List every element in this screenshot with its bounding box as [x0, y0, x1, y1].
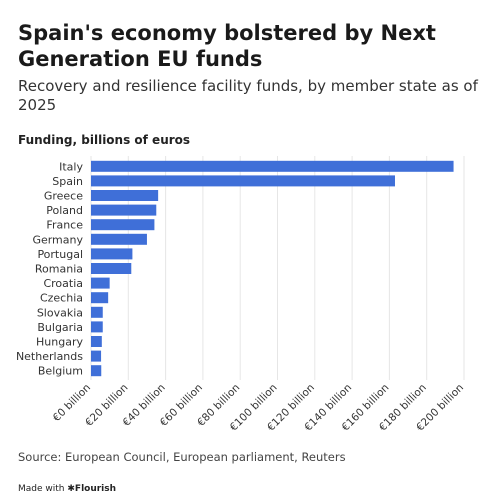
category-label: Netherlands: [16, 350, 83, 363]
category-label: Spain: [52, 175, 83, 188]
bar-belgium[interactable]: [91, 365, 102, 377]
category-label: Bulgaria: [37, 321, 83, 334]
category-label: Romania: [35, 263, 83, 276]
source-note: Source: European Council, European parli…: [18, 450, 346, 464]
bar-portugal[interactable]: [91, 248, 133, 260]
bar-germany[interactable]: [91, 233, 147, 245]
bar-poland[interactable]: [91, 204, 157, 216]
flourish-logo-icon: ✱: [67, 484, 75, 494]
bar-spain[interactable]: [91, 175, 395, 187]
category-label: Czechia: [40, 292, 83, 305]
bar-france[interactable]: [91, 219, 155, 231]
category-label: Italy: [59, 160, 83, 173]
bar-romania[interactable]: [91, 263, 132, 274]
category-label: Poland: [46, 204, 83, 217]
category-label: Greece: [44, 190, 83, 203]
bar-hungary[interactable]: [91, 336, 102, 347]
bar-netherlands[interactable]: [91, 350, 102, 362]
chart-title: Spain's economy bolstered by Next Genera…: [18, 21, 436, 71]
flourish-brand: Flourish: [74, 484, 117, 494]
bar-slovakia[interactable]: [91, 306, 103, 318]
value-axis-title: Funding, billions of euros: [18, 133, 191, 147]
bar-greece[interactable]: [91, 190, 159, 201]
category-label: Croatia: [43, 277, 83, 290]
chart-subtitle: Recovery and resilience facility funds, …: [18, 77, 478, 114]
category-label: Hungary: [36, 336, 83, 349]
bar-croatia[interactable]: [91, 277, 110, 289]
bar-bulgaria[interactable]: [91, 321, 103, 333]
bar-italy[interactable]: [91, 160, 454, 172]
category-label: Slovakia: [37, 306, 83, 319]
made-with-text: Made with: [18, 484, 65, 494]
category-label: Belgium: [38, 365, 83, 378]
category-label: Germany: [32, 233, 83, 246]
category-label: France: [46, 219, 83, 232]
flourish-credit[interactable]: Made with ✱Flourish: [18, 484, 116, 494]
bar-czechia[interactable]: [91, 292, 109, 304]
category-label: Portugal: [37, 248, 83, 261]
